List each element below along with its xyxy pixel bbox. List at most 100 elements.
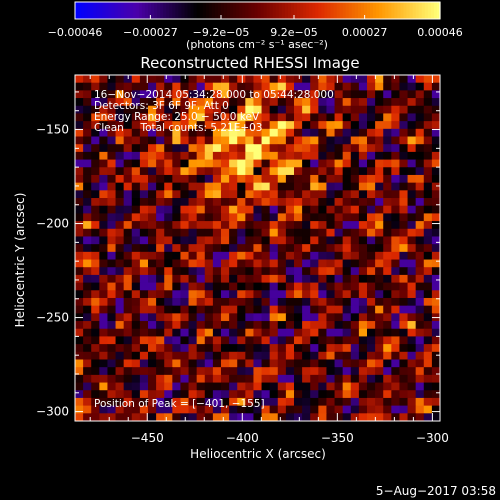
heatmap-cell [261,105,271,114]
heatmap-cell [196,151,206,161]
heatmap-cell [350,82,360,91]
heatmap-cell [107,259,117,268]
heatmap-cell [188,282,198,291]
heatmap-cell [237,174,246,184]
heatmap-cell [277,213,287,222]
heatmap-cell [148,344,157,353]
colorbar-swatch [388,2,392,19]
heatmap-cell [180,205,190,214]
heatmap-cell [245,128,254,138]
colorbar-tick-label: −0.00046 [48,26,103,39]
heatmap-cell [139,159,149,168]
heatmap-cell [148,251,157,261]
heatmap-cell [326,98,336,107]
heatmap-cell [399,321,409,330]
heatmap-cell [172,282,181,291]
heatmap-cell [375,228,384,237]
heatmap-cell [229,413,238,421]
heatmap-cell [253,359,263,368]
heatmap-cell [367,205,376,214]
heatmap-cell [294,105,303,114]
heatmap-cell [131,267,141,276]
heatmap-cell [310,290,319,299]
heatmap-cell [310,144,319,153]
heatmap-cell [99,182,108,191]
heatmap-cell [115,113,125,122]
heatmap-cell [383,359,392,368]
heatmap-cell [294,405,303,414]
heatmap-cell [253,159,263,168]
heatmap-cell [131,144,141,153]
heatmap-cell [115,144,125,153]
heatmap-cell [423,344,433,353]
heatmap-cell [342,113,352,122]
heatmap-cell [123,228,133,237]
heatmap-cell [415,344,425,353]
heatmap-cell [399,75,409,84]
heatmap-cell [204,374,214,384]
heatmap-cell [423,167,433,176]
heatmap-cell [172,205,181,214]
heatmap-cell [318,374,327,384]
heatmap-cell [212,397,222,407]
heatmap-cell [431,82,440,91]
heatmap-cell [131,136,141,145]
heatmap-cell [367,98,376,107]
heatmap-cell [326,236,336,245]
heatmap-cell [123,82,133,91]
heatmap-cell [164,221,173,230]
heatmap-cell [75,321,84,330]
colorbar-swatch [93,2,97,19]
colorbar-swatch [284,2,289,19]
heatmap-cell [139,274,149,284]
heatmap-cell [99,113,108,122]
colorbar-swatch [272,2,277,19]
heatmap-cell [399,98,409,107]
heatmap-cell [302,328,311,337]
colorbar-swatch [363,2,368,19]
heatmap-cell [302,374,311,384]
heatmap-cell [294,151,303,161]
heatmap-cell [91,397,100,407]
heatmap-cell [310,75,319,84]
heatmap-cell [302,182,311,191]
heatmap-cell [350,336,360,345]
colorbar-swatch [242,2,246,19]
heatmap-cell [302,221,311,230]
heatmap-cell [221,98,230,107]
heatmap-cell [172,228,181,237]
heatmap-cell [277,90,287,99]
heatmap-cell [399,105,409,114]
heatmap-cell [212,244,222,253]
heatmap-cell [83,344,92,353]
heatmap-cell [269,121,279,130]
heatmap-cell [107,182,117,191]
heatmap-cell [196,244,206,253]
heatmap-cell [245,413,254,421]
colorbar-swatch [257,2,262,19]
heatmap-cell [350,313,360,322]
heatmap-cell [91,382,100,391]
heatmap-cell [358,244,368,253]
colorbar-swatch [214,2,219,19]
heatmap-cell [383,236,392,245]
heatmap-cell [229,282,238,291]
heatmap-cell [367,121,376,130]
heatmap-cell [75,113,84,122]
heatmap-cell [83,236,92,245]
heatmap-cell [302,151,311,161]
heatmap-cell [431,282,440,291]
heatmap-cell [423,198,433,207]
heatmap-cell [399,236,409,245]
heatmap-cell [261,144,271,153]
heatmap-cell [107,397,117,407]
heatmap-cell [318,159,327,168]
heatmap-cell [358,190,368,199]
heatmap-cell [83,336,92,345]
heatmap-cell [164,121,173,130]
heatmap-cell [358,182,368,191]
heatmap-cell [375,321,384,330]
heatmap-cell [131,113,141,122]
colorbar-swatch [181,2,186,19]
heatmap-cell [107,251,117,261]
